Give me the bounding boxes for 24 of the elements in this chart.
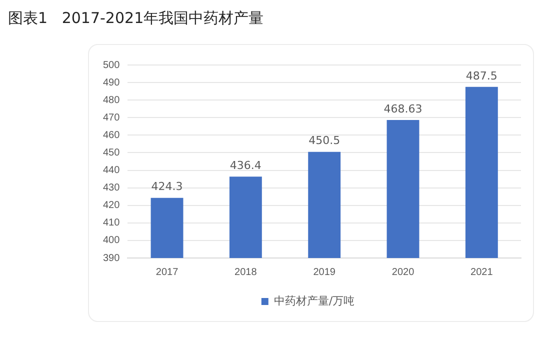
data-label: 424.3 <box>151 180 183 194</box>
chart-title: 图表1 2017-2021年我国中药材产量 <box>8 9 264 28</box>
y-tick-label: 450 <box>102 147 120 158</box>
y-tick-label: 420 <box>102 200 120 212</box>
y-tick-label: 460 <box>102 130 120 141</box>
y-tick-label: 430 <box>102 182 120 194</box>
y-tick-label: 390 <box>102 252 120 264</box>
y-tick-label: 500 <box>102 60 120 71</box>
data-label: 436.4 <box>230 158 262 172</box>
legend-label: 中药材产量/万吨 <box>274 294 355 308</box>
x-tick-label: 2019 <box>313 266 336 278</box>
y-tick-label: 480 <box>102 94 120 106</box>
x-tick-label: 2021 <box>470 266 494 278</box>
y-tick-label: 410 <box>102 218 120 229</box>
y-tick-label: 470 <box>102 112 120 124</box>
x-tick-label: 2020 <box>392 266 415 278</box>
x-tick-label: 2018 <box>234 266 258 278</box>
data-label: 468.63 <box>384 102 422 116</box>
y-tick-label: 490 <box>102 77 120 88</box>
x-tick-label: 2017 <box>156 266 179 278</box>
y-tick-label: 400 <box>102 235 120 246</box>
y-tick-label: 440 <box>102 165 120 176</box>
data-label: 487.5 <box>466 69 498 82</box>
data-label: 450.5 <box>308 134 340 148</box>
